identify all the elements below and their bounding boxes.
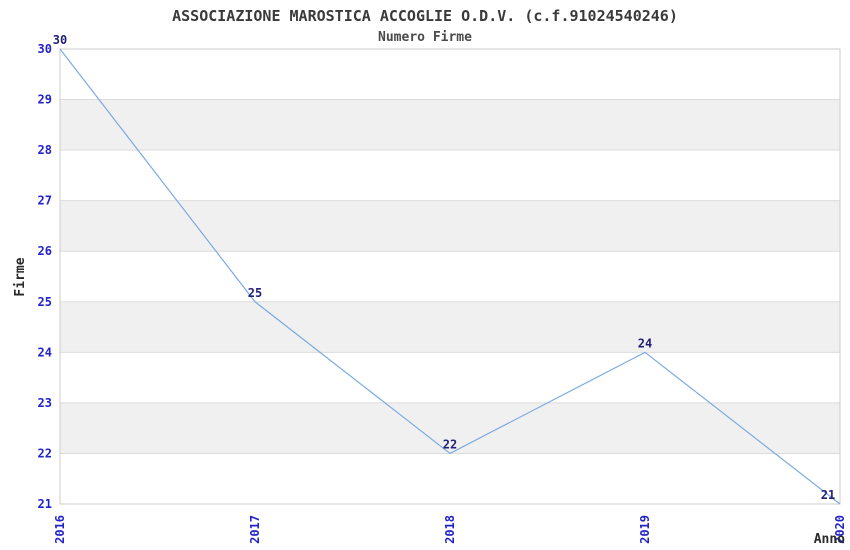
y-tick-label-22: 22 [38,446,52,460]
y-tick-label-25: 25 [38,295,52,309]
series-line [59,48,841,505]
chart-subtitle: Numero Firme [378,30,472,45]
x-tick-label-2017: 2017 [248,515,262,544]
x-tick-label-2016: 2016 [53,515,67,544]
data-label-2018: 22 [443,437,457,451]
data-label-2019: 24 [638,336,652,350]
y-tick-label-29: 29 [38,93,52,107]
data-label-2016: 30 [53,33,67,47]
y-tick-label-26: 26 [38,244,52,258]
y-axis-title: Firme [13,257,28,296]
chart-title: ASSOCIAZIONE MAROSTICA ACCOGLIE O.D.V. (… [172,7,678,25]
y-tick-label-30: 30 [38,42,52,56]
plot-band [60,200,840,252]
data-label-2017: 25 [248,286,262,300]
y-tick-label-23: 23 [38,396,52,410]
y-tick-label-28: 28 [38,143,52,157]
x-axis-title: Anno [814,532,845,547]
data-label-2020: 21 [821,488,835,502]
x-tick-label-2019: 2019 [638,515,652,544]
plot-band [60,301,840,353]
y-tick-label-21: 21 [38,497,52,511]
plot-border [59,48,841,505]
plot-band [60,99,840,151]
plot-band [60,402,840,454]
x-tick-label-2020: 2020 [833,515,847,544]
y-tick-label-24: 24 [38,345,52,359]
y-tick-label-27: 27 [38,194,52,208]
x-tick-label-2018: 2018 [443,515,457,544]
